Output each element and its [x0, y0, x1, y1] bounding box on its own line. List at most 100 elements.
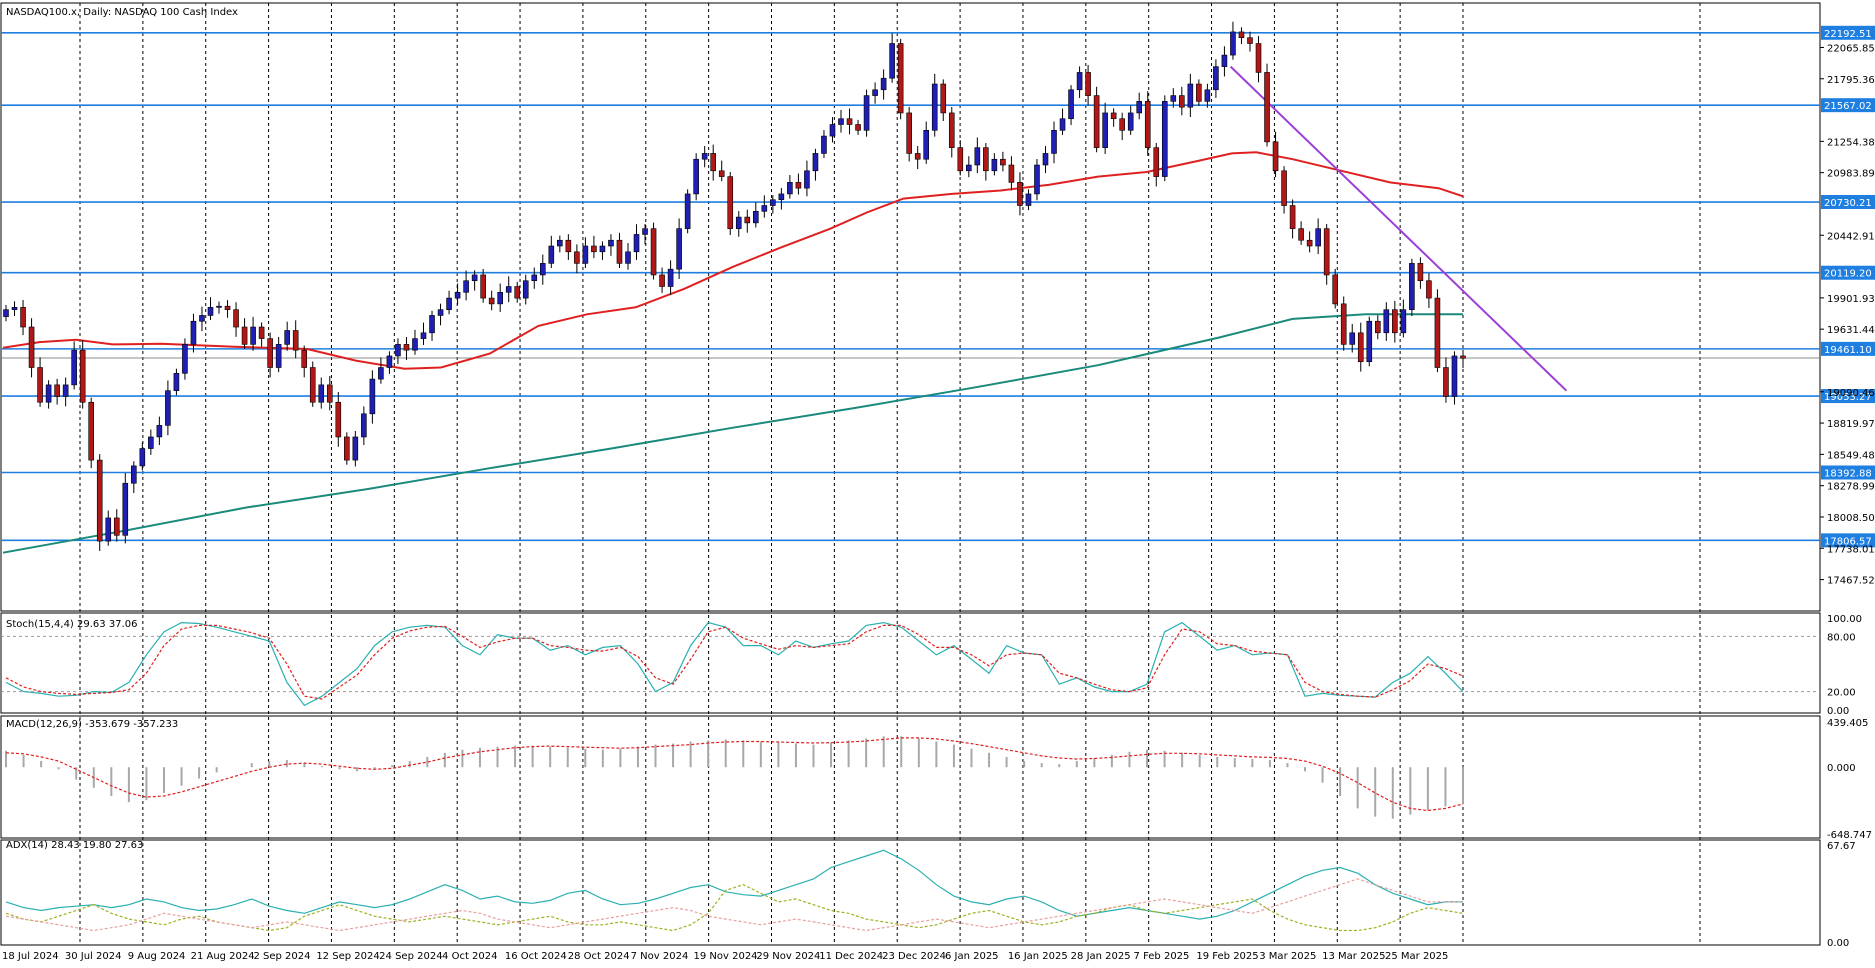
y-tick-label: 19901.93 [1827, 294, 1875, 305]
candle-body [983, 147, 989, 172]
candle-body [122, 482, 129, 536]
candle-body [1443, 367, 1449, 397]
macd-panel-frame [0, 715, 1821, 839]
adx-title: ADX(14) 28.43 19.80 27.63 [6, 840, 143, 851]
candle-body [1272, 141, 1279, 172]
candle-body [1119, 118, 1125, 131]
candle-body [20, 307, 26, 328]
x-tick-label: 29 Nov 2024 [756, 951, 820, 962]
candle-body [1460, 355, 1466, 359]
candle-body [1349, 332, 1356, 345]
candle-body [889, 43, 895, 79]
stoch-signal-line [5, 624, 1464, 700]
level-price-box [1821, 341, 1875, 356]
candle-body [352, 436, 359, 461]
stoch-main-line [5, 621, 1464, 707]
macd-y-label: -648.747 [1827, 830, 1872, 841]
candle-body [897, 43, 904, 114]
candle-body [966, 164, 972, 172]
x-tick-label: 7 Feb 2025 [1134, 951, 1190, 962]
candle-body [96, 459, 103, 542]
candle-body [190, 320, 197, 345]
candle-body [62, 384, 69, 397]
candle-body [1247, 37, 1253, 44]
candle-body [1085, 72, 1091, 96]
candle-body [1110, 112, 1117, 120]
candle-body [207, 307, 214, 316]
candle-body [1213, 66, 1219, 91]
candle-body [403, 344, 410, 351]
candle-body [770, 199, 776, 206]
candle-body [1409, 263, 1415, 310]
candle-body [616, 239, 623, 264]
candle-body [1374, 320, 1381, 334]
x-tick-label: 7 Nov 2024 [631, 951, 689, 962]
candle-body [650, 228, 657, 276]
candle-body [701, 153, 708, 160]
level-price-label: 20730.21 [1824, 198, 1872, 209]
candle-body [838, 118, 844, 125]
level-price-label: 20119.20 [1824, 269, 1872, 280]
level-price-box [1821, 465, 1875, 480]
candle-body [522, 280, 529, 299]
candle-body [1357, 332, 1364, 363]
candle-body [718, 170, 725, 177]
macd-y-label: 439.405 [1827, 718, 1868, 729]
candle-body [1289, 205, 1296, 229]
chart-title: NASDAQ100.x, Daily: NASDAQ 100 Cash Inde… [6, 7, 238, 18]
candle-body [471, 274, 478, 282]
candle-body [1034, 164, 1040, 195]
candle-body [1332, 274, 1338, 305]
candle-body [863, 95, 870, 131]
candle-body [1196, 83, 1202, 102]
y-tick-label: 21254.38 [1827, 137, 1875, 148]
x-tick-label: 25 Mar 2025 [1385, 951, 1448, 962]
candle-body [735, 216, 742, 229]
candle-body [744, 216, 751, 224]
candle-body [88, 401, 95, 461]
y-tick-label: 17738.01 [1827, 544, 1875, 555]
adx-line [5, 849, 1463, 920]
candle-body [1417, 263, 1424, 282]
candle-body [37, 367, 43, 403]
stoch-y-label: 80.00 [1827, 632, 1856, 643]
candle-body [1451, 355, 1458, 397]
candle-body [829, 124, 836, 137]
x-tick-label: 6 Jan 2025 [945, 951, 999, 962]
candle-body [1392, 309, 1398, 334]
level-price-label: 21567.02 [1824, 101, 1872, 112]
main-panel-frame [0, 2, 1821, 612]
candle-body [778, 193, 785, 201]
candle-body [914, 153, 921, 160]
candle-body [846, 118, 853, 125]
candle-body [557, 239, 563, 247]
candle-body [787, 182, 793, 195]
candle-body [1366, 320, 1373, 363]
candle-body [182, 344, 188, 374]
level-price-box [1821, 195, 1875, 210]
level-price-box [1821, 533, 1875, 548]
x-tick-label: 18 Jul 2024 [2, 951, 59, 962]
candle-body [1102, 112, 1108, 148]
candle-body [906, 112, 912, 154]
candle-body [625, 251, 631, 264]
candle-body [437, 309, 444, 316]
candle-body [1434, 297, 1441, 368]
di-minus-line [5, 878, 1463, 932]
candle-body [855, 124, 861, 131]
candle-body [275, 344, 282, 368]
candle-body [139, 448, 146, 467]
candle-body [165, 390, 171, 426]
level-price-box [1821, 389, 1875, 404]
candle-body [1068, 89, 1074, 120]
level-price-label: 19053.27 [1824, 392, 1872, 403]
level-price-box [1821, 25, 1875, 40]
candle-body [974, 147, 981, 166]
candle-body [3, 309, 9, 317]
candle-body [1323, 228, 1330, 276]
candle-body [1204, 89, 1211, 102]
trendline [1229, 65, 1568, 392]
candle-body [1238, 31, 1245, 39]
candle-body [216, 305, 222, 308]
candle-body [480, 274, 486, 299]
